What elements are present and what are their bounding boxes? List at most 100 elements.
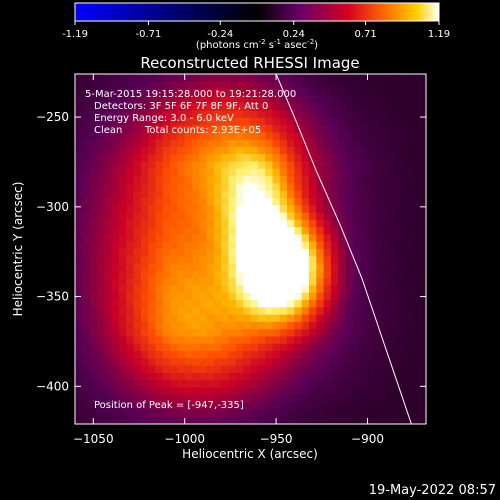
heatmap-pixel: [374, 343, 383, 352]
heatmap-pixel: [418, 249, 426, 257]
heatmap-pixel: [382, 161, 391, 170]
heatmap-pixel: [396, 88, 405, 97]
heatmap-pixel: [140, 387, 149, 396]
heatmap-pixel: [301, 168, 310, 177]
heatmap-pixel: [316, 95, 325, 104]
heatmap-pixel: [360, 197, 369, 206]
heatmap-pixel: [155, 234, 164, 243]
heatmap-pixel: [418, 380, 426, 389]
heatmap-pixel: [228, 176, 237, 184]
heatmap-pixel: [404, 292, 412, 301]
heatmap-pixel: [323, 74, 332, 82]
heatmap-pixel: [265, 270, 274, 279]
heatmap-pixel: [352, 380, 361, 389]
heatmap-pixel: [126, 387, 135, 396]
y-tick-label: −400: [36, 379, 69, 393]
heatmap-pixel: [89, 256, 98, 265]
heatmap-pixel: [294, 88, 303, 97]
heatmap-pixel: [250, 343, 259, 352]
heatmap-pixel: [133, 307, 142, 316]
heatmap-pixel: [411, 81, 420, 90]
heatmap-pixel: [316, 197, 325, 206]
heatmap-pixel: [104, 161, 113, 170]
heatmap-pixel: [221, 416, 230, 424]
heatmap-pixel: [345, 132, 354, 141]
heatmap-pixel: [250, 329, 259, 338]
heatmap-pixel: [221, 336, 230, 345]
heatmap-pixel: [148, 336, 157, 345]
heatmap-pixel: [250, 285, 259, 294]
heatmap-pixel: [192, 409, 200, 418]
heatmap-pixel: [404, 365, 412, 374]
heatmap-pixel: [118, 95, 127, 104]
heatmap-pixel: [221, 212, 230, 221]
heatmap-pixel: [82, 146, 91, 155]
heatmap-pixel: [265, 358, 274, 367]
heatmap-pixel: [309, 380, 317, 389]
heatmap-pixel: [235, 139, 244, 148]
heatmap-pixel: [155, 95, 164, 104]
heatmap-pixel: [213, 103, 222, 112]
heatmap-pixel: [287, 219, 295, 228]
heatmap-pixel: [367, 183, 376, 192]
heatmap-pixel: [257, 110, 266, 119]
heatmap-pixel: [404, 168, 412, 177]
heatmap-pixel: [279, 190, 288, 199]
heatmap-pixel: [352, 394, 361, 403]
heatmap-pixel: [243, 197, 252, 206]
heatmap-pixel: [272, 95, 281, 104]
heatmap-pixel: [140, 103, 149, 112]
heatmap-pixel: [126, 154, 135, 163]
heatmap-pixel: [389, 110, 398, 119]
heatmap-pixel: [279, 292, 288, 301]
heatmap-pixel: [279, 103, 288, 112]
heatmap-pixel: [235, 197, 244, 206]
heatmap-pixel: [396, 321, 405, 330]
heatmap-pixel: [323, 183, 332, 192]
heatmap-pixel: [345, 168, 354, 177]
heatmap-pixel: [418, 103, 426, 112]
heatmap-pixel: [82, 336, 91, 345]
heatmap-pixel: [89, 125, 98, 133]
heatmap-pixel: [257, 103, 266, 112]
heatmap-pixel: [118, 125, 127, 133]
heatmap-pixel: [250, 117, 259, 126]
heatmap-pixel: [177, 343, 186, 352]
heatmap-pixel: [126, 95, 135, 104]
heatmap-pixel: [294, 117, 303, 126]
heatmap-pixel: [162, 161, 171, 170]
heatmap-pixel: [279, 95, 288, 104]
heatmap-pixel: [301, 329, 310, 338]
heatmap-pixel: [213, 416, 222, 424]
heatmap-pixel: [345, 249, 354, 257]
heatmap-pixel: [118, 336, 127, 345]
heatmap-pixel: [257, 176, 266, 184]
heatmap-pixel: [265, 168, 274, 177]
heatmap-pixel: [301, 263, 310, 272]
heatmap-pixel: [367, 205, 376, 214]
heatmap-pixel: [265, 380, 274, 389]
heatmap-pixel: [389, 117, 398, 126]
heatmap-pixel: [221, 219, 230, 228]
heatmap-pixel: [250, 227, 259, 236]
heatmap-pixel: [382, 249, 391, 257]
heatmap-pixel: [404, 205, 412, 214]
peak-position-text: Position of Peak = [-947,-335]: [94, 400, 244, 411]
heatmap-pixel: [206, 234, 215, 243]
heatmap-pixel: [228, 249, 237, 257]
heatmap-pixel: [184, 249, 193, 257]
heatmap-pixel: [221, 365, 230, 374]
heatmap-pixel: [243, 132, 252, 141]
heatmap-pixel: [301, 227, 310, 236]
heatmap-pixel: [192, 358, 200, 367]
heatmap-pixel: [309, 402, 317, 411]
heatmap-pixel: [148, 176, 157, 184]
heatmap-pixel: [199, 74, 208, 82]
heatmap-pixel: [330, 168, 339, 177]
heatmap-pixel: [199, 183, 208, 192]
heatmap-pixel: [96, 307, 105, 316]
heatmap-pixel: [75, 241, 83, 250]
heatmap-pixel: [155, 314, 164, 323]
heatmap-pixel: [96, 278, 105, 287]
heatmap-pixel: [199, 321, 208, 330]
